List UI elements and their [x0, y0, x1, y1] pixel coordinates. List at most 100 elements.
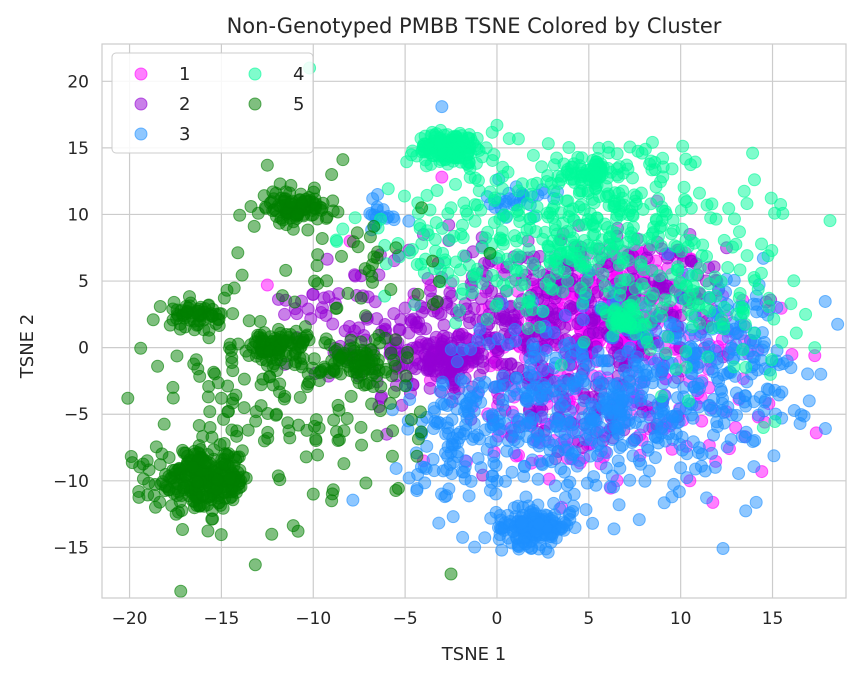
- data-point: [559, 490, 573, 504]
- data-point: [580, 274, 594, 288]
- data-point: [733, 263, 747, 277]
- data-point: [746, 146, 760, 160]
- data-point: [669, 362, 683, 376]
- data-point: [583, 449, 597, 463]
- data-point: [541, 206, 555, 220]
- data-point: [555, 520, 569, 534]
- legend: 1 2 3 4 5: [111, 52, 314, 154]
- data-point: [132, 484, 146, 498]
- data-point: [563, 225, 577, 239]
- data-point: [483, 185, 497, 199]
- data-point: [638, 474, 652, 488]
- data-point: [699, 302, 713, 316]
- data-point: [671, 260, 685, 274]
- data-point: [484, 511, 498, 525]
- data-point: [793, 417, 807, 431]
- data-point: [548, 479, 562, 493]
- data-point: [326, 204, 340, 218]
- data-point: [505, 465, 519, 479]
- data-point: [306, 287, 320, 301]
- data-point: [776, 206, 790, 220]
- data-point: [610, 147, 624, 161]
- data-point: [298, 320, 312, 334]
- data-point: [757, 404, 771, 418]
- data-point: [210, 473, 224, 487]
- data-point: [693, 316, 707, 330]
- data-point: [592, 254, 606, 268]
- data-point: [192, 419, 206, 433]
- data-point: [436, 375, 450, 389]
- data-point: [365, 275, 379, 289]
- data-point: [630, 431, 644, 445]
- data-point: [311, 448, 325, 462]
- data-point: [750, 305, 764, 319]
- data-point: [618, 273, 632, 287]
- data-point: [519, 490, 533, 504]
- data-point: [279, 263, 293, 277]
- y-axis-label: TSNE 2: [17, 314, 38, 379]
- data-point: [263, 330, 277, 344]
- data-point: [831, 317, 845, 331]
- data-point: [679, 344, 693, 358]
- data-point: [500, 338, 514, 352]
- data-point: [456, 282, 470, 296]
- data-point: [386, 424, 400, 438]
- data-point: [666, 213, 680, 227]
- data-point: [721, 400, 735, 414]
- data-point: [640, 368, 654, 382]
- data-point: [518, 277, 532, 291]
- data-point: [381, 182, 395, 196]
- data-point: [587, 313, 601, 327]
- x-tick-label: −5: [393, 609, 418, 629]
- data-point: [468, 171, 482, 185]
- data-point: [655, 389, 669, 403]
- data-point: [462, 407, 476, 421]
- data-point: [512, 208, 526, 222]
- data-point: [582, 173, 596, 187]
- data-point: [325, 494, 339, 508]
- data-point: [168, 463, 182, 477]
- data-point: [732, 225, 746, 239]
- data-point: [542, 435, 556, 449]
- legend-label: 5: [293, 94, 304, 115]
- data-point: [370, 251, 384, 265]
- data-point: [612, 498, 626, 512]
- data-point: [594, 444, 608, 458]
- data-point: [237, 372, 251, 386]
- data-point: [237, 401, 251, 415]
- data-point: [550, 390, 564, 404]
- data-point: [649, 180, 663, 194]
- data-point: [449, 316, 463, 330]
- data-point: [665, 490, 679, 504]
- data-point: [222, 447, 236, 461]
- data-point: [462, 385, 476, 399]
- data-point: [579, 286, 593, 300]
- data-point: [543, 257, 557, 271]
- data-point: [498, 417, 512, 431]
- data-point: [529, 225, 543, 239]
- data-point: [340, 411, 354, 425]
- data-point: [495, 543, 509, 557]
- data-point: [532, 429, 546, 443]
- data-point: [623, 341, 637, 355]
- data-point: [389, 241, 403, 255]
- data-point: [370, 429, 384, 443]
- x-tick-label: −15: [203, 609, 239, 629]
- x-axis-label: TSNE 1: [441, 644, 506, 665]
- data-point: [606, 318, 620, 332]
- data-point: [587, 196, 601, 210]
- legend-marker: [248, 67, 262, 81]
- data-point: [443, 392, 457, 406]
- data-point: [656, 151, 670, 165]
- data-point: [586, 153, 600, 167]
- data-point: [121, 391, 135, 405]
- data-point: [389, 333, 403, 347]
- data-point: [302, 375, 316, 389]
- data-point: [716, 542, 730, 556]
- data-point: [521, 322, 535, 336]
- data-point: [663, 316, 677, 330]
- data-point: [493, 231, 507, 245]
- data-point: [603, 480, 617, 494]
- data-point: [311, 248, 325, 262]
- data-point: [658, 434, 672, 448]
